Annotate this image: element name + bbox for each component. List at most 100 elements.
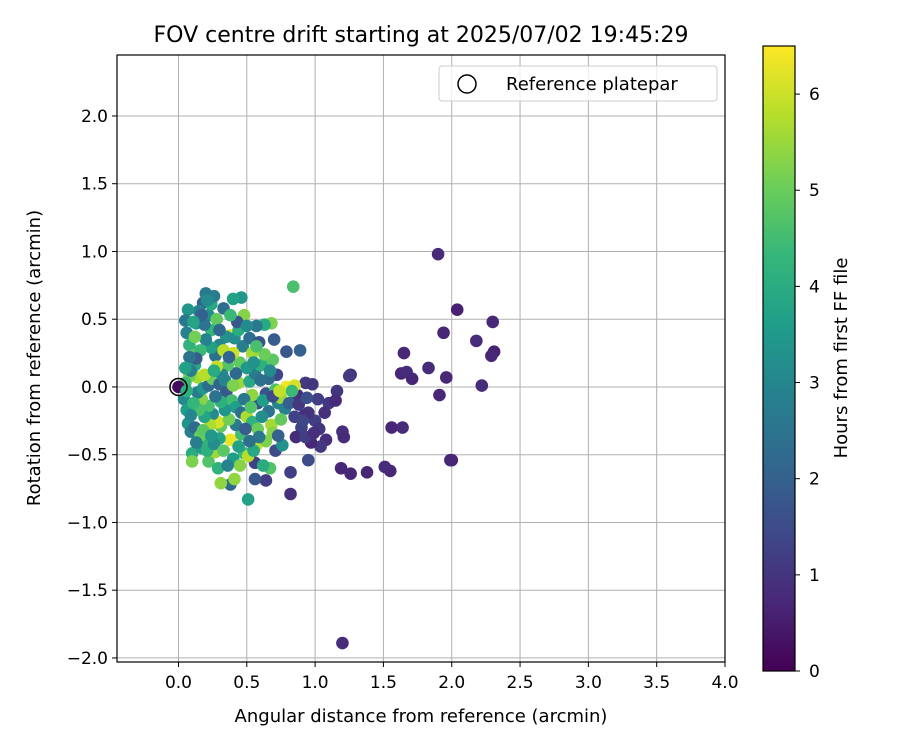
data-point [207, 364, 221, 377]
x-tick-label: 2.5 [507, 673, 534, 693]
data-point [184, 409, 198, 422]
colorbar: 0 1 2 3 4 5 6 Hours from first FF file [762, 45, 852, 682]
plot-area-frame [116, 54, 726, 663]
data-point [232, 440, 245, 453]
data-point [183, 350, 196, 364]
data-point [200, 293, 214, 307]
data-point [213, 323, 226, 337]
data-point [437, 326, 450, 340]
data-point [271, 429, 285, 443]
data-point [202, 455, 215, 468]
data-point [337, 430, 351, 444]
y-tick-label: −2.0 [67, 649, 108, 669]
data-point [210, 312, 224, 326]
data-point [396, 421, 409, 434]
x-tick-label: 1.0 [302, 673, 329, 693]
data-point [241, 493, 255, 506]
colorbar-bar [762, 45, 796, 672]
data-point [342, 369, 356, 383]
chart-title: FOV centre drift starting at 2025/07/02 … [154, 23, 689, 48]
data-point [422, 361, 435, 375]
data-point [247, 444, 260, 457]
data-point [214, 476, 228, 490]
legend-marker-icon [457, 74, 477, 94]
data-point [199, 333, 213, 346]
data-point [276, 438, 289, 452]
colorbar-tick-label: 1 [809, 566, 820, 586]
x-tick-label: 3.0 [575, 673, 602, 693]
y-tick-label: 1.5 [81, 175, 108, 195]
data-point [189, 436, 203, 449]
data-point [233, 459, 247, 472]
x-tick-label: 2.0 [438, 673, 465, 693]
data-point [229, 367, 243, 380]
x-tick-label: 0.5 [233, 673, 260, 693]
colorbar-tick-label: 4 [809, 277, 820, 297]
data-point [307, 426, 321, 440]
data-point [336, 636, 349, 650]
data-point [226, 292, 240, 306]
data-point [486, 315, 500, 329]
data-point [181, 303, 195, 317]
y-tick-label: −0.5 [67, 446, 108, 466]
y-tick-label: 0.5 [81, 310, 108, 330]
data-point [293, 344, 307, 357]
legend-box [438, 65, 718, 102]
data-point [330, 384, 344, 398]
data-point [211, 461, 225, 475]
x-tick-label: 0.0 [165, 673, 192, 693]
data-point [439, 371, 453, 384]
data-point [306, 377, 319, 391]
colorbar-tick-label: 3 [809, 374, 820, 394]
data-point [289, 430, 303, 444]
colorbar-tick-label: 5 [809, 181, 820, 201]
data-point [250, 340, 263, 353]
data-point [259, 474, 273, 487]
grid-lines [117, 55, 726, 662]
colorbar-tick-label: 0 [809, 662, 820, 682]
x-tick-label: 4.0 [711, 673, 738, 693]
data-point [296, 414, 310, 428]
reference-platepar-marker [169, 377, 188, 397]
data-point [221, 459, 234, 472]
data-point [444, 453, 457, 467]
data-point [252, 430, 266, 444]
data-point [187, 315, 200, 329]
legend: Reference platepar [438, 65, 718, 102]
data-point [187, 396, 200, 410]
data-point [282, 396, 296, 410]
data-point [239, 422, 252, 436]
data-point [285, 384, 299, 398]
data-point [267, 333, 281, 346]
data-point [209, 390, 222, 403]
x-tick-label: 1.5 [370, 673, 397, 693]
data-point [250, 319, 263, 333]
data-point [470, 334, 483, 348]
data-point [258, 348, 271, 361]
y-tick-label: −1.5 [67, 581, 108, 601]
data-point [256, 459, 270, 472]
colorbar-tick-label: 6 [809, 85, 820, 105]
data-point [240, 319, 254, 333]
data-point [431, 247, 445, 261]
colorbar-tick-label: 2 [809, 470, 820, 490]
data-point [243, 434, 256, 448]
data-point [311, 392, 325, 406]
data-point [286, 280, 300, 293]
data-point [256, 394, 270, 407]
data-point [344, 467, 357, 480]
x-axis-label: Angular distance from reference (arcmin) [235, 706, 608, 727]
y-axis-ticks: 2.0 1.5 1.0 0.5 0.0 −0.5 −1.0 −1.5 −2.0 [67, 107, 117, 669]
data-point [300, 391, 314, 405]
data-point [226, 379, 240, 392]
data-point [179, 361, 192, 375]
colorbar-label: Hours from first FF file [831, 258, 852, 459]
data-point [433, 388, 446, 402]
data-point [222, 350, 236, 364]
y-tick-label: 1.0 [81, 242, 108, 262]
data-point [378, 460, 392, 474]
y-tick-label: 2.0 [81, 107, 108, 127]
data-point [198, 368, 211, 382]
data-point [284, 487, 297, 501]
